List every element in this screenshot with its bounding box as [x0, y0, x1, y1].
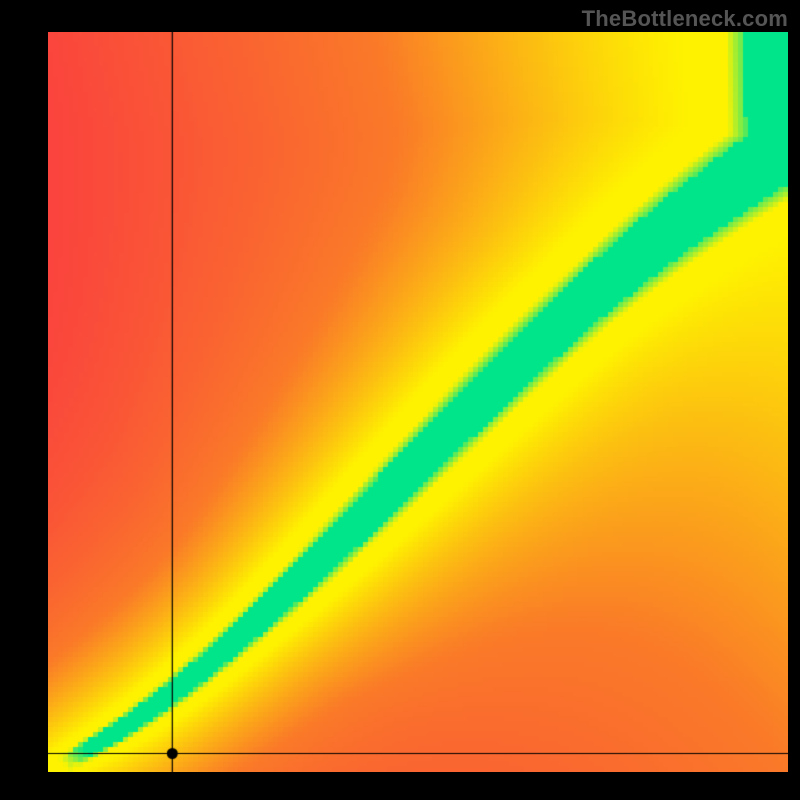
chart-container: TheBottleneck.com: [0, 0, 800, 800]
watermark-text: TheBottleneck.com: [582, 6, 788, 32]
heatmap-plot-area: [48, 32, 788, 772]
heatmap-canvas: [48, 32, 788, 772]
